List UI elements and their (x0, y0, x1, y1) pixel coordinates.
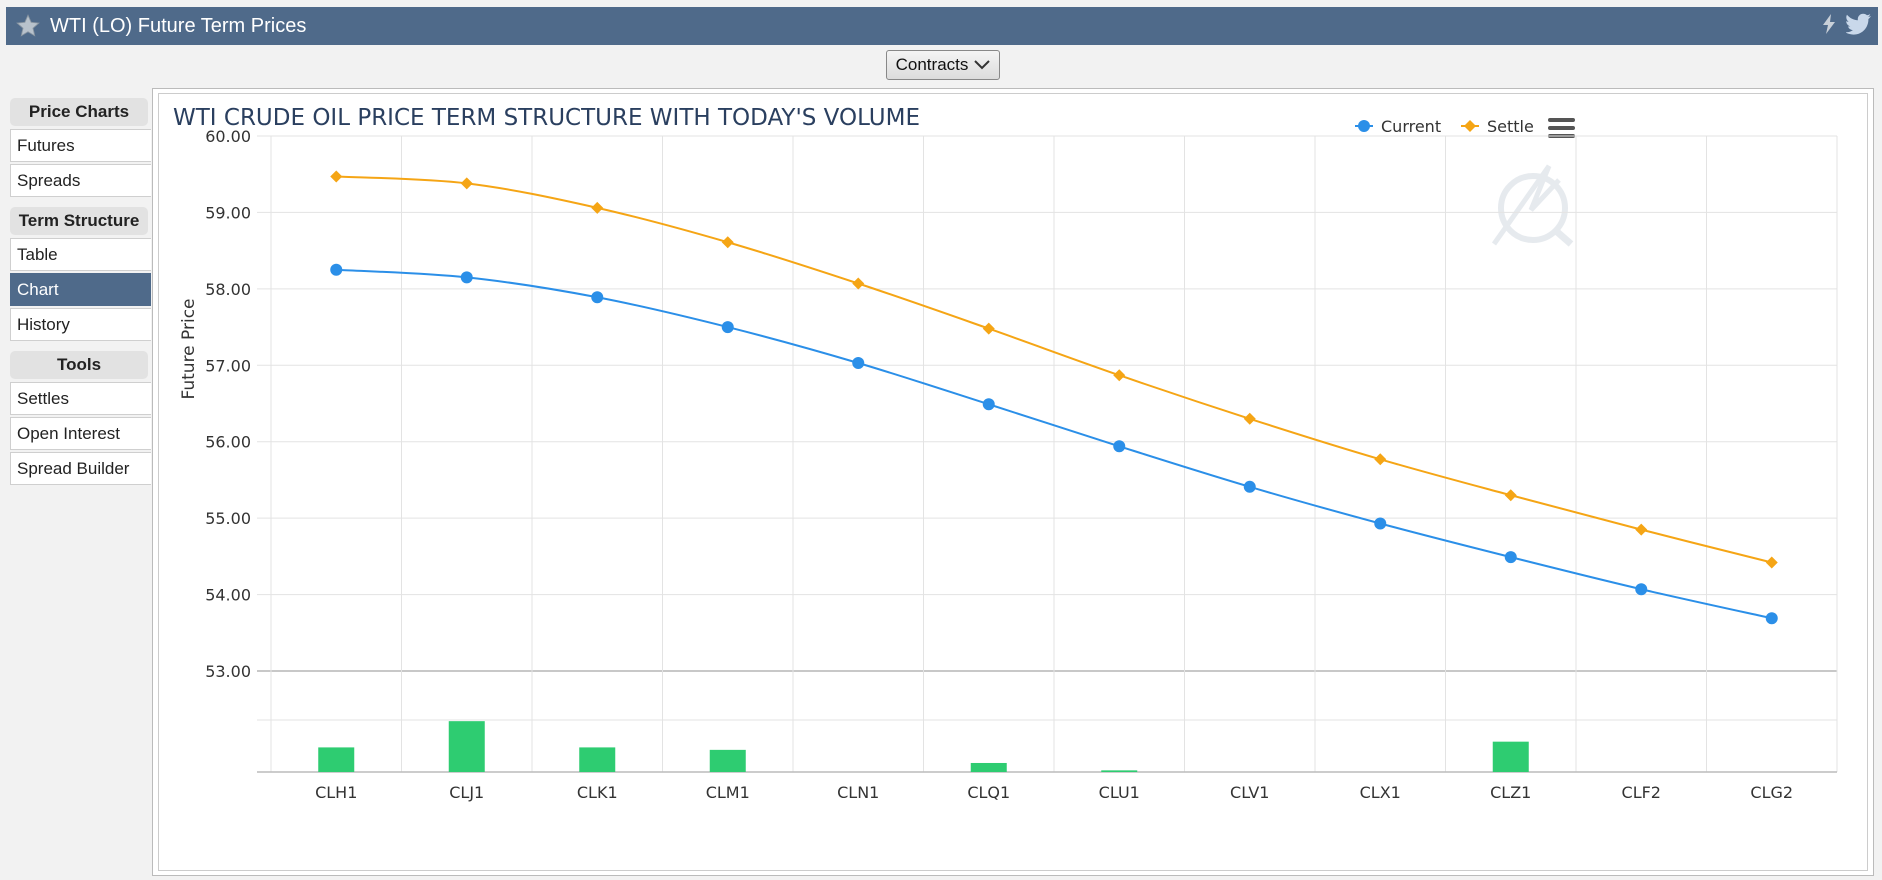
series-line-current (336, 268, 1772, 620)
point-current[interactable] (1113, 440, 1126, 453)
sidebar-item-chart[interactable]: Chart (10, 273, 151, 306)
y-axis-label: Future Price (179, 298, 199, 399)
x-tick-label: CLQ1 (967, 783, 1010, 802)
legend-label-current: Current (1381, 117, 1441, 136)
point-current[interactable] (852, 356, 865, 369)
price-lines (330, 170, 1778, 625)
x-tick-label: CLJ1 (449, 783, 484, 802)
sidebar-item-spreads[interactable]: Spreads (10, 164, 151, 197)
point-settle[interactable] (1113, 369, 1126, 382)
x-axis-ticks: CLH1 CLJ1 CLK1 CLM1 CLN1 CLQ1 CLU1 CLV1 CLX1 CLZ1… (315, 783, 1793, 802)
y-tick-label: 55.00 (205, 509, 251, 528)
watermark-logo-icon (1491, 164, 1574, 247)
x-tick-label: CLZ1 (1490, 783, 1531, 802)
point-current[interactable] (591, 291, 604, 304)
y-tick-label: 58.00 (205, 280, 251, 299)
point-current[interactable] (1243, 480, 1256, 493)
legend-label-settle: Settle (1487, 117, 1534, 136)
x-tick-label: CLV1 (1230, 783, 1269, 802)
point-current[interactable] (1504, 551, 1517, 564)
sidebar-item-open-interest[interactable]: Open Interest (10, 417, 151, 450)
contracts-dropdown[interactable]: Contracts (886, 50, 1000, 80)
x-tick-label: CLN1 (837, 783, 879, 802)
sidebar-group-tools: Tools (10, 351, 148, 379)
point-current[interactable] (1635, 583, 1648, 596)
point-settle[interactable] (982, 322, 995, 335)
contracts-label: Contracts (895, 55, 969, 74)
y-tick-label: 57.00 (205, 356, 251, 375)
sidebar-item-settles[interactable]: Settles (10, 382, 151, 415)
volume-bar[interactable] (970, 762, 1007, 772)
volume-bar[interactable] (1492, 741, 1529, 772)
x-tick-label: CLH1 (315, 783, 357, 802)
sidebar-item-spread-builder[interactable]: Spread Builder (10, 452, 151, 485)
title-bar: WTI (LO) Future Term Prices (6, 7, 1878, 45)
volume-bars (318, 721, 1529, 772)
point-settle[interactable] (330, 170, 343, 183)
x-tick-label: CLF2 (1622, 783, 1661, 802)
chart-container: WTI CRUDE OIL PRICE TERM STRUCTURE WITH … (158, 93, 1868, 871)
y-tick-label: 54.00 (205, 586, 251, 605)
lightning-icon[interactable] (1820, 13, 1838, 40)
volume-bar[interactable] (448, 721, 485, 772)
sidebar: Price Charts Futures Spreads Term Struct… (10, 98, 153, 495)
chart-title: WTI CRUDE OIL PRICE TERM STRUCTURE WITH … (173, 105, 920, 131)
volume-bar[interactable] (579, 747, 616, 772)
volume-bar[interactable] (318, 747, 355, 772)
chart-legend: Current Settle (1355, 117, 1534, 136)
point-settle[interactable] (1504, 489, 1517, 502)
legend-item-settle[interactable]: Settle (1461, 117, 1534, 136)
volume-bar[interactable] (1101, 770, 1138, 772)
window-title: WTI (LO) Future Term Prices (50, 14, 307, 37)
point-current[interactable] (330, 263, 343, 276)
point-current[interactable] (721, 321, 734, 334)
twitter-icon[interactable] (1845, 13, 1872, 40)
point-settle[interactable] (460, 177, 473, 190)
point-current[interactable] (460, 271, 473, 284)
point-settle[interactable] (1635, 523, 1648, 536)
y-tick-label: 53.00 (205, 662, 251, 681)
term-structure-chart: WTI CRUDE OIL PRICE TERM STRUCTURE WITH … (173, 105, 1838, 802)
y-tick-label: 56.00 (205, 433, 251, 452)
chart-grid (257, 135, 1838, 773)
volume-bar[interactable] (709, 749, 746, 772)
legend-item-current[interactable]: Current (1355, 117, 1441, 136)
x-tick-label: CLK1 (577, 783, 618, 802)
sidebar-item-history[interactable]: History (10, 308, 151, 341)
y-tick-label: 59.00 (205, 203, 251, 222)
point-settle[interactable] (1243, 412, 1256, 425)
x-tick-label: CLM1 (706, 783, 750, 802)
x-tick-label: CLX1 (1360, 783, 1401, 802)
star-icon[interactable] (14, 12, 42, 40)
point-settle[interactable] (721, 236, 734, 249)
point-settle[interactable] (1374, 453, 1387, 466)
y-tick-label: 60.00 (205, 127, 251, 146)
chevron-down-icon (974, 55, 991, 75)
y-axis-ticks: 60.00 59.00 58.00 57.00 56.00 55.00 54.00 53.00 (205, 127, 251, 681)
sidebar-item-futures[interactable]: Futures (10, 129, 151, 162)
x-tick-label: CLU1 (1099, 783, 1140, 802)
series-line-settle (336, 175, 1772, 564)
point-settle[interactable] (852, 277, 865, 290)
sidebar-item-table[interactable]: Table (10, 238, 151, 271)
point-current[interactable] (982, 398, 995, 411)
point-settle[interactable] (1765, 556, 1778, 569)
hamburger-menu-icon[interactable] (1548, 118, 1575, 138)
point-current[interactable] (1765, 612, 1778, 625)
point-current[interactable] (1374, 517, 1387, 530)
sidebar-group-price-charts: Price Charts (10, 98, 148, 126)
point-settle[interactable] (591, 201, 604, 214)
x-tick-label: CLG2 (1750, 783, 1793, 802)
sidebar-group-term-structure: Term Structure (10, 207, 148, 235)
